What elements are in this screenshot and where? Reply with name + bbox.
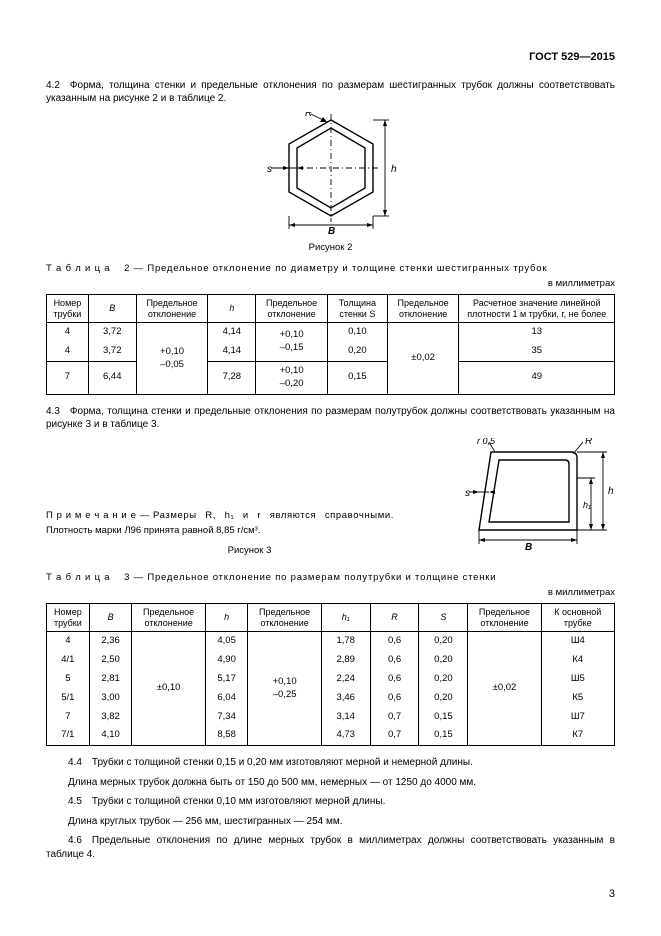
figure-3-density: Плотность марки Л96 принята равной 8,85 … [46,525,453,538]
para-4-5: 4.5 Трубки с толщиной стенки 0,10 мм изг… [46,795,615,809]
figure-3-note: П р и м е ч а н и е — Размеры R, h₁ и r … [46,510,453,523]
t2-h2: B [88,294,136,323]
table-row: 4 3,72 +0,10 –0,05 4,14 +0,10 –0,15 0,10… [47,323,615,342]
table-row: 4 3,72 4,14 0,20 35 [47,342,615,361]
svg-text:R: R [585,438,592,447]
para-4-3: 4.3 Форма, толщина стенки и предельные о… [46,405,615,432]
figure-2: R s B h [46,112,615,239]
table-3-title: Т а б л и ц а 3 — Предельное отклонение … [46,572,615,585]
table-row: 7 6,44 7,28 +0,10 –0,20 0,15 49 [47,362,615,395]
table-2: Номер трубки B Предельное отклонение h П… [46,294,615,395]
svg-text:h₁: h₁ [583,500,591,510]
para-4-2: 4.2 Форма, толщина стенки и предельные о… [46,79,615,106]
figure-3: r 0,5 R s B h h₁ [465,438,615,561]
fig2-label-h: h [391,164,397,175]
svg-text:r 0,5: r 0,5 [477,438,496,446]
figure-3-caption: Рисунок 3 [46,545,453,558]
svg-text:B: B [525,542,532,553]
standard-header: ГОСТ 529—2015 [46,50,615,65]
t2-h1: Номер трубки [47,294,89,323]
para-4-6: 4.6 Предельные отклонения по длине мерны… [46,834,615,861]
table-row: 4 2,36 ±0,10 4,05 +0,10 –0,25 1,78 0,6 0… [47,632,615,651]
para-4-5b: Длина круглых трубок — 256 мм, шестигран… [46,815,615,829]
table-3-units: в миллиметрах [46,587,615,600]
t2-h6: Толщина стенки S [327,294,387,323]
table-3: Номер трубки B Предельное отклонение h П… [46,603,615,746]
fig2-label-R: R [305,112,312,119]
para-4-4: 4.4 Трубки с толщиной стенки 0,15 и 0,20… [46,756,615,770]
t2-h8: Расчетное значение линейной плотности 1 … [459,294,615,323]
figure-2-caption: Рисунок 2 [46,242,615,255]
svg-text:h: h [608,486,614,497]
t2-h7: Предельное отклонение [387,294,459,323]
svg-text:s: s [465,488,470,499]
page-number: 3 [609,887,615,902]
fig2-label-B: B [328,226,335,234]
t2-h4: h [208,294,256,323]
t2-h5: Предельное отклонение [256,294,328,323]
table-2-title: Т а б л и ц а 2 — Предельное отклонение … [46,263,615,276]
table-2-units: в миллиметрах [46,278,615,291]
fig2-label-s: s [267,164,272,175]
t2-h3: Предельное отклонение [136,294,208,323]
para-4-4b: Длина мерных трубок должна быть от 150 д… [46,776,615,790]
